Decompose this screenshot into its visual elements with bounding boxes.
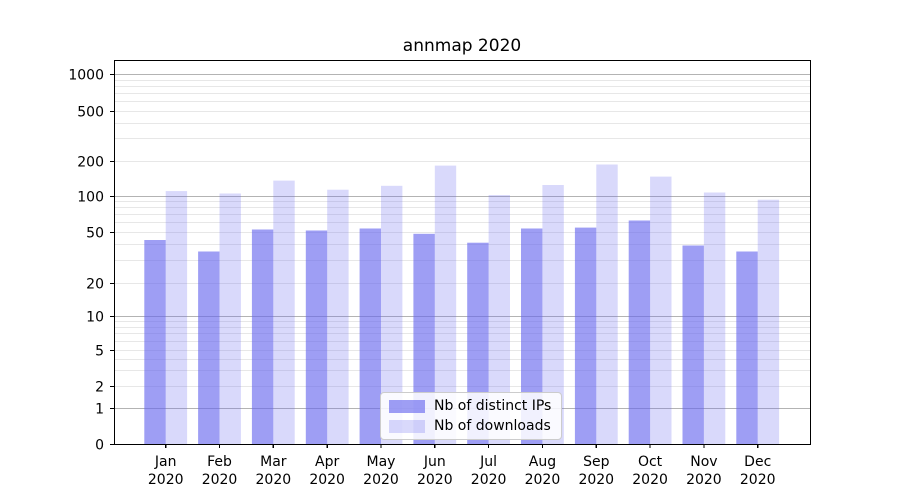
y-tick-label: 20 bbox=[86, 277, 104, 293]
bar-jun-distinct-ips bbox=[413, 233, 435, 444]
y-tick-label: 50 bbox=[86, 226, 104, 242]
x-tick-label-year: 2020 bbox=[632, 472, 668, 488]
legend-label-downloads: Nb of downloads bbox=[434, 418, 551, 434]
x-tick-label-month: Jun bbox=[423, 454, 446, 470]
bar-mar-distinct-ips bbox=[251, 229, 274, 444]
bar-jul-downloads bbox=[488, 195, 510, 444]
legend-item-distinct-ips: Nb of distinct IPs bbox=[389, 398, 551, 414]
x-tick-label-year: 2020 bbox=[363, 472, 399, 488]
x-tick-label-month: Feb bbox=[207, 454, 232, 470]
plot-border bbox=[113, 59, 812, 446]
bar-nov-distinct-ips bbox=[682, 245, 704, 444]
bar-dec-distinct-ips bbox=[736, 251, 758, 444]
bar-apr-downloads bbox=[327, 189, 349, 444]
x-axis: Jan 2020 Feb 2020 Mar 2020 Apr 2020 May 2020 Jun 20… bbox=[148, 444, 776, 488]
bar-oct-distinct-ips bbox=[628, 220, 651, 444]
y-axis: 0 1 2 5 10 20 50 100 200 500 1000 bbox=[68, 68, 114, 454]
y-tick-label: 1000 bbox=[68, 68, 104, 84]
bar-dec-downloads bbox=[757, 199, 780, 444]
minor-gridlines bbox=[114, 80, 810, 387]
x-tick-label-month: Dec bbox=[744, 454, 771, 470]
x-tick-label-month: Jul bbox=[479, 454, 497, 470]
x-tick-label-month: Mar bbox=[260, 454, 287, 470]
legend-swatch-downloads bbox=[389, 419, 425, 433]
bar-aug-downloads bbox=[542, 185, 564, 444]
x-tick-label-year: 2020 bbox=[417, 472, 453, 488]
chart-title: annmap 2020 bbox=[402, 36, 522, 56]
x-tick-label-month: Nov bbox=[690, 454, 717, 470]
x-tick-label-year: 2020 bbox=[686, 472, 722, 488]
bar-sep-downloads bbox=[596, 164, 618, 444]
x-tick-label-month: Apr bbox=[315, 454, 339, 470]
bar-jun-downloads bbox=[434, 165, 457, 444]
bar-jan-distinct-ips bbox=[144, 240, 166, 444]
y-tick-label: 1 bbox=[95, 402, 104, 418]
legend-label-distinct-ips: Nb of distinct IPs bbox=[434, 398, 552, 414]
y-tick-label: 0 bbox=[95, 438, 104, 454]
x-tick-label-month: Sep bbox=[583, 454, 610, 470]
x-tick-label-month: Jan bbox=[154, 454, 177, 470]
x-tick-label-year: 2020 bbox=[525, 472, 561, 488]
x-tick-label-year: 2020 bbox=[256, 472, 292, 488]
bar-may-downloads bbox=[381, 185, 403, 445]
y-tick-label: 500 bbox=[77, 105, 104, 121]
bar-jan-downloads bbox=[165, 191, 188, 444]
bar-apr-distinct-ips bbox=[305, 230, 328, 444]
x-tick-label-year: 2020 bbox=[202, 472, 238, 488]
x-tick-label-year: 2020 bbox=[578, 472, 614, 488]
y-tick-label: 200 bbox=[77, 155, 104, 171]
bar-oct-downloads bbox=[650, 176, 672, 444]
legend-swatch-distinct-ips bbox=[389, 399, 425, 413]
y-tick-label: 10 bbox=[86, 310, 104, 326]
bar-sep-distinct-ips bbox=[574, 227, 597, 444]
x-tick-label-month: Oct bbox=[638, 454, 663, 470]
x-tick-label-month: Aug bbox=[529, 454, 556, 470]
y-tick-label: 2 bbox=[95, 380, 104, 396]
x-tick-label-year: 2020 bbox=[148, 472, 184, 488]
bar-nov-downloads bbox=[703, 192, 726, 444]
legend-item-downloads: Nb of downloads bbox=[389, 418, 551, 434]
x-tick-label-year: 2020 bbox=[740, 472, 776, 488]
legend: Nb of distinct IPs Nb of downloads bbox=[380, 392, 563, 440]
bar-mar-downloads bbox=[273, 180, 295, 444]
y-tick-label: 5 bbox=[95, 344, 104, 360]
bar-aug-distinct-ips bbox=[521, 228, 543, 444]
bar-feb-distinct-ips bbox=[198, 251, 220, 444]
bars bbox=[144, 164, 780, 445]
x-tick-label-month: May bbox=[367, 454, 396, 470]
x-tick-label-year: 2020 bbox=[309, 472, 345, 488]
bar-may-distinct-ips bbox=[359, 228, 381, 444]
bar-feb-downloads bbox=[219, 193, 241, 444]
y-tick-label: 100 bbox=[77, 190, 104, 206]
x-tick-label-year: 2020 bbox=[471, 472, 507, 488]
